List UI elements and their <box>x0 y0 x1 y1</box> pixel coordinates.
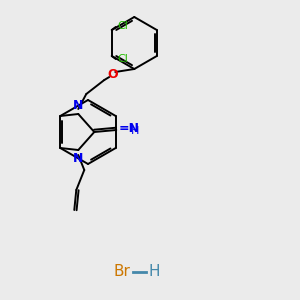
Text: H: H <box>131 126 140 136</box>
Text: N: N <box>73 152 83 165</box>
Text: =N: =N <box>118 122 139 136</box>
Text: Cl: Cl <box>118 54 129 64</box>
Text: Cl: Cl <box>118 21 129 31</box>
Text: O: O <box>107 68 118 82</box>
Text: H: H <box>149 265 160 280</box>
Text: N: N <box>73 99 83 112</box>
Text: Br: Br <box>113 265 130 280</box>
